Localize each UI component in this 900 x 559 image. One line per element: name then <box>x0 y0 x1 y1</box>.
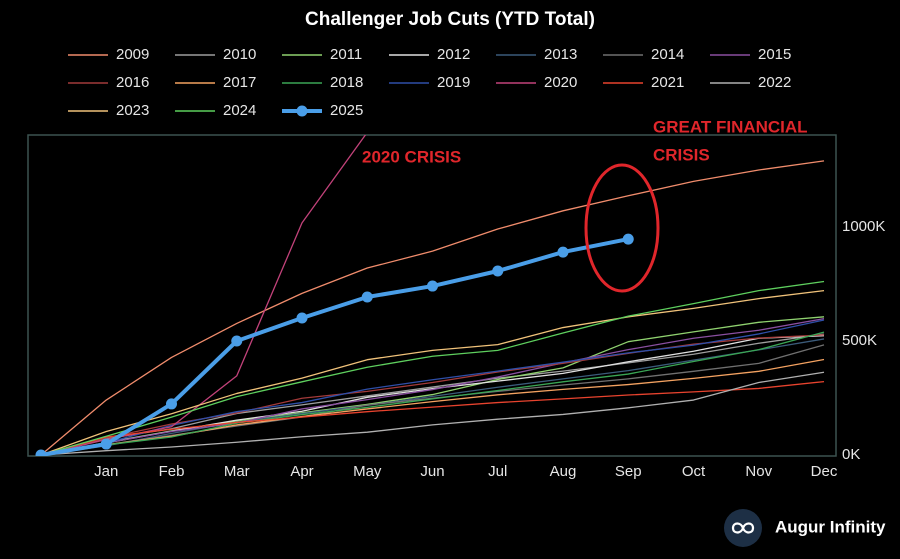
point <box>231 335 243 347</box>
series-line <box>40 319 825 456</box>
point <box>296 312 308 324</box>
legend-label: 2017 <box>223 74 256 91</box>
legend-label: 2025 <box>330 102 363 119</box>
legend-label: 2016 <box>116 74 149 91</box>
series-line <box>40 331 825 456</box>
point <box>427 280 438 292</box>
logo: Augur Infinity <box>724 509 886 547</box>
legend-label: 2010 <box>223 46 256 63</box>
x-tick-label: Feb <box>159 463 185 480</box>
y-tick-label: 500K <box>842 332 877 349</box>
legend-label: 2022 <box>758 74 791 91</box>
legend-label: 2011 <box>330 46 362 63</box>
legend-label: 2020 <box>544 74 577 91</box>
series-line <box>40 344 825 456</box>
series-line <box>40 135 367 456</box>
x-tick-label: Dec <box>811 463 838 480</box>
x-tick-label: Aug <box>550 463 577 480</box>
legend-label: 2013 <box>544 46 577 63</box>
series-line <box>40 371 825 456</box>
point <box>622 233 634 245</box>
chart-title: Challenger Job Cuts (YTD Total) <box>305 9 595 30</box>
annotation: GREAT FINANCIAL <box>653 117 808 136</box>
series-line <box>40 380 825 456</box>
legend-label: 2014 <box>651 46 684 63</box>
series-line <box>40 160 825 456</box>
x-tick-label: Oct <box>682 463 706 480</box>
legend-label: 2024 <box>223 102 256 119</box>
point <box>100 438 112 450</box>
y-tick-label: 0K <box>842 446 860 463</box>
point <box>166 398 177 410</box>
annotation: CRISIS <box>653 145 710 164</box>
series-line <box>40 237 629 456</box>
series-line <box>40 358 825 456</box>
point <box>492 265 504 277</box>
series-line <box>40 318 825 456</box>
legend-label: 2009 <box>116 46 149 63</box>
legend-label: 2012 <box>437 46 470 63</box>
legend-label: 2018 <box>330 74 363 91</box>
point <box>361 291 373 303</box>
point <box>557 246 569 258</box>
x-tick-label: Jan <box>94 463 118 480</box>
x-tick-label: Jun <box>420 463 444 480</box>
x-tick-label: Sep <box>615 463 642 480</box>
brand: Augur Infinity <box>775 517 886 536</box>
legend-label: 2015 <box>758 46 791 63</box>
x-tick-label: Apr <box>290 463 313 480</box>
series-line <box>40 280 825 456</box>
legend-marker <box>296 105 308 117</box>
annotation: 2020 CRISIS <box>362 147 461 166</box>
x-tick-label: Mar <box>224 463 250 480</box>
lines <box>35 135 825 456</box>
plot-frame <box>27 134 837 457</box>
series-line <box>40 289 825 456</box>
legend-label: 2023 <box>116 102 149 119</box>
highlight-ellipse <box>584 163 660 293</box>
legend-label: 2019 <box>437 74 470 91</box>
logo-symbol <box>731 522 755 534</box>
series-line <box>40 334 825 456</box>
series-line <box>40 338 825 456</box>
legend-label: 2021 <box>651 74 684 91</box>
x-tick-label: May <box>353 463 382 480</box>
y-tick-label: 1000K <box>842 218 885 235</box>
point <box>35 449 47 456</box>
x-tick-label: Jul <box>488 463 507 480</box>
x-tick-label: Nov <box>745 463 772 480</box>
